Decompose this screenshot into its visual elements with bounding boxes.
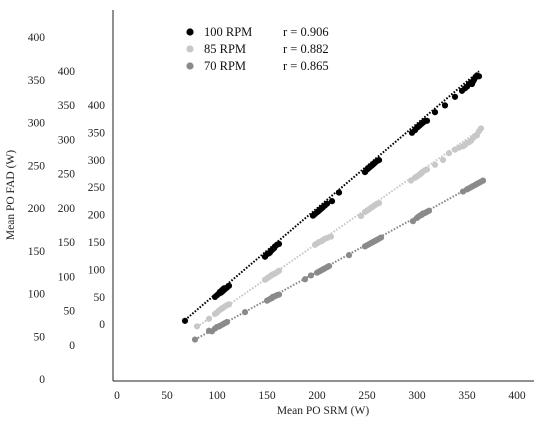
y-tick-label: 200: [28, 203, 46, 215]
y-axis-title: Mean PO FAD (W): [5, 150, 17, 240]
data-point: [225, 301, 233, 308]
y-tick-label: 100: [88, 264, 106, 276]
data-point: [431, 161, 439, 168]
trendline-100-rpm: [184, 70, 480, 321]
x-axis-title: Mean PO SRM (W): [277, 405, 369, 417]
y-tick-label: 50: [94, 292, 106, 304]
data-point: [301, 276, 309, 283]
x-tick-label: 150: [258, 390, 276, 402]
legend-marker: [186, 45, 194, 53]
y-tick-label: 150: [58, 237, 76, 249]
x-tick-label: 250: [358, 390, 376, 402]
data-point: [345, 252, 353, 259]
data-point: [357, 213, 365, 220]
legend: 100 RPM r = 0.906 85 RPM r = 0.882 70 RPM r =…: [186, 25, 329, 73]
x-tick-label: 100: [208, 390, 226, 402]
x-tick-label: 350: [458, 390, 476, 402]
y-tick-label: 350: [58, 100, 76, 112]
y-tick-label: 250: [28, 160, 46, 172]
y-tick-label: 0: [69, 340, 75, 352]
data-point: [275, 267, 283, 274]
data-point: [377, 234, 385, 241]
data-point: [328, 198, 336, 205]
y-tick-label: 100: [28, 289, 46, 301]
data-point: [325, 263, 333, 270]
legend-r-value: r = 0.865: [283, 59, 329, 73]
x-tick-labels: 0 50 100 150 200 250 300 350 400: [114, 390, 526, 402]
data-points: [181, 72, 487, 343]
data-point: [241, 309, 249, 316]
legend-marker: [186, 62, 194, 70]
data-point: [275, 291, 283, 298]
data-point: [451, 93, 459, 100]
data-point: [225, 282, 233, 289]
data-point: [205, 315, 213, 322]
legend-series-name: 70 RPM: [204, 59, 246, 73]
data-point: [327, 233, 335, 240]
y-tick-label: 0: [99, 319, 105, 331]
x-tick-label: 50: [161, 390, 173, 402]
y-tick-label: 100: [58, 271, 76, 283]
axes: [112, 10, 534, 382]
y-tick-labels: 0 50 100 150 200 250 300 350 400 0 50 100 150 200 250 3…: [28, 32, 106, 386]
data-point: [445, 150, 453, 157]
y-tick-label: 150: [88, 237, 106, 249]
legend-r-value: r = 0.882: [283, 42, 329, 56]
data-point: [275, 240, 283, 248]
y-tick-label: 0: [39, 374, 45, 386]
y-tick-label: 150: [28, 246, 46, 258]
data-point: [475, 73, 483, 80]
data-point: [307, 272, 315, 279]
data-point: [181, 317, 189, 324]
y-tick-label: 50: [64, 306, 76, 318]
data-point: [431, 109, 439, 116]
data-point: [223, 318, 231, 326]
data-point: [423, 166, 431, 173]
trendlines: [184, 70, 484, 341]
x-tick-label: 400: [508, 390, 526, 402]
y-tick-label: 50: [34, 331, 46, 343]
legend-r-value: r = 0.906: [283, 25, 329, 39]
data-point: [375, 199, 383, 207]
x-tick-label: 200: [308, 390, 326, 402]
data-point: [439, 156, 447, 164]
y-tick-label: 300: [88, 155, 106, 167]
data-point: [335, 189, 343, 196]
data-point: [479, 177, 487, 184]
y-tick-label: 200: [58, 203, 76, 215]
data-point: [441, 102, 449, 109]
y-tick-label: 400: [28, 32, 46, 44]
y-tick-label: 250: [88, 182, 106, 194]
y-tick-label: 400: [58, 66, 76, 78]
trendline-70-rpm: [194, 179, 484, 341]
data-point: [477, 125, 485, 132]
trendline-85-rpm: [196, 127, 483, 328]
y-tick-label: 250: [58, 169, 76, 181]
legend-marker: [186, 28, 194, 36]
data-point: [323, 200, 331, 207]
y-tick-label: 400: [88, 100, 106, 112]
x-tick-label: 300: [408, 390, 426, 402]
data-point: [191, 336, 199, 343]
y-tick-label: 300: [58, 134, 76, 146]
x-tick-label: 0: [114, 390, 120, 402]
data-point: [425, 207, 433, 214]
y-tick-label: 350: [88, 127, 106, 139]
y-tick-label: 350: [28, 75, 46, 87]
data-point: [193, 323, 201, 330]
data-point: [375, 157, 383, 164]
data-point: [423, 117, 431, 124]
y-tick-label: 200: [88, 210, 106, 222]
y-tick-label: 300: [28, 118, 46, 130]
legend-series-name: 85 RPM: [204, 42, 246, 56]
legend-series-name: 100 RPM: [204, 25, 252, 39]
